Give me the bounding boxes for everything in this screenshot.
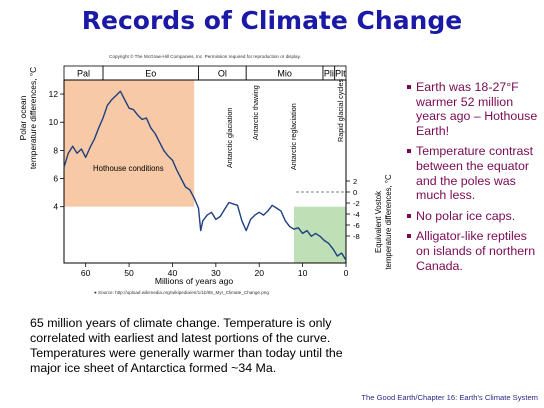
climate-curve (63, 90, 347, 261)
right-tick-label: 2 (353, 177, 357, 186)
right-tick-label: -8 (353, 232, 360, 241)
epoch-bar: Pal Eo Ol Mio Pli Plt (63, 65, 347, 81)
chart-caption: 65 million years of climate change. Temp… (30, 316, 343, 375)
right-tick-label: -2 (353, 199, 360, 208)
annotation-antarctic-thawing: Antarctic thawing (251, 85, 260, 140)
epoch-label: Plt (335, 69, 346, 79)
right-axis-label-line-2: temperature differences, °C (384, 174, 393, 270)
x-tick-label: 60 (81, 268, 91, 278)
epoch-label: Mio (277, 69, 292, 79)
slide-title: Records of Climate Change (81, 6, 463, 35)
right-tick-label: -6 (353, 221, 360, 230)
right-axis-label-line-1: Equivalent Vostok (374, 191, 383, 253)
copyright-notice: Copyright © The McGraw-Hill Companies, I… (109, 53, 301, 59)
y-tick-label: 8 (53, 145, 58, 155)
epoch-label: Pli (324, 69, 334, 79)
slide-footer: The Good Earth/Chapter 16: Earth's Clima… (361, 393, 538, 402)
x-axis-label: Millions of years ago (155, 276, 234, 286)
bullet-item: Alligator-like reptiles on islands of no… (407, 229, 538, 273)
y-tick-label: 6 (53, 174, 58, 184)
x-tick-label: 30 (211, 268, 221, 278)
x-tick-label: 50 (124, 268, 134, 278)
right-axis-ticks: 2 0 -2 -4 -6 -8 (345, 177, 360, 241)
hothouse-region (64, 80, 195, 207)
y-axis-ticks: 4 6 8 10 12 (49, 89, 64, 212)
right-tick-label: 0 (353, 188, 357, 197)
bullet-item: Temperature contrast between the equator… (407, 144, 538, 202)
x-tick-label: 40 (168, 268, 178, 278)
recent-warming-region (293, 206, 346, 263)
epoch-label: Ol (218, 69, 227, 79)
annotation-antarctic-reglaciation: Antarctic reglaciation (289, 103, 298, 170)
y-tick-label: 12 (49, 89, 59, 99)
y-axis-label-line-1: Polar ocean (18, 95, 28, 140)
x-tick-label: 20 (254, 268, 264, 278)
annotation-hothouse: Hothouse conditions (93, 164, 164, 173)
x-tick-label: 0 (344, 268, 349, 278)
bullet-item: Earth was 18-27°F warmer 52 million year… (407, 80, 538, 138)
epoch-label: Eo (145, 69, 156, 79)
y-tick-label: 10 (49, 117, 59, 127)
annotation-rapid-glacial-cycles: Rapid glacial cycles (336, 78, 345, 142)
source-citation: ● Source: http://upload.wikimedia.org/wi… (94, 290, 269, 295)
right-tick-label: -4 (353, 210, 360, 219)
x-tick-label: 10 (298, 268, 308, 278)
y-axis-label-line-2: temperature differences, °C (28, 67, 38, 169)
annotation-antarctic-glaciation: Antarctic glaciation (225, 108, 234, 168)
x-axis-ticks: 60 50 40 30 20 10 0 (81, 263, 349, 278)
epoch-label: Pal (77, 69, 90, 79)
bullet-item: No polar ice caps. (407, 209, 538, 224)
plot-frame (63, 79, 347, 264)
bullet-list: Earth was 18-27°F warmer 52 million year… (407, 80, 538, 279)
y-tick-label: 4 (53, 202, 58, 212)
